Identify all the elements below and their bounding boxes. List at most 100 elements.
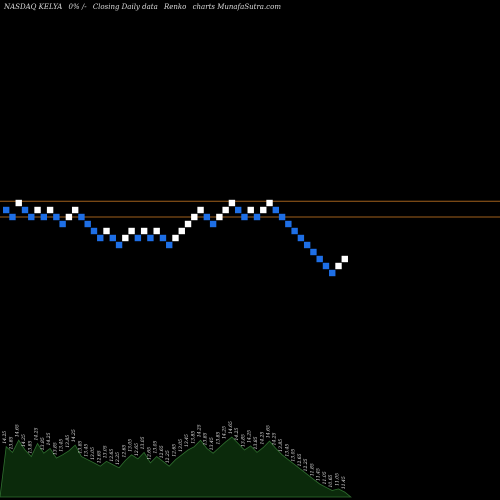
renko-brick <box>166 241 173 249</box>
volume-value-label: 13.05 <box>178 439 184 452</box>
renko-brick <box>153 227 160 235</box>
volume-value-label: 14.25 <box>46 432 52 445</box>
renko-brick <box>203 213 211 221</box>
volume-value-label: 12.65 <box>134 443 140 456</box>
volume-value-label: 13.45 <box>209 437 215 450</box>
renko-brick <box>3 206 10 214</box>
volume-value-label: 14.65 <box>228 421 234 434</box>
chart-credit: charts MunafaSutra.com <box>192 3 281 11</box>
renko-brick <box>9 213 16 221</box>
renko-brick <box>247 206 254 214</box>
renko-brick <box>191 213 198 221</box>
volume-value-label: 11.05 <box>322 471 328 484</box>
renko-brick <box>209 220 217 228</box>
renko-brick <box>65 213 73 221</box>
volume-value-label: 11.45 <box>341 476 347 489</box>
renko-brick <box>216 213 223 221</box>
chart-title: NASDAQ KELYA 0% /- Closing Daily data Re… <box>4 3 285 11</box>
volume-value-label: 12.65 <box>109 449 115 462</box>
volume-value-label: 14.25 <box>222 426 228 439</box>
renko-brick <box>147 234 154 242</box>
volume-value-label: 13.05 <box>291 449 297 462</box>
renko-brick <box>59 220 66 228</box>
renko-brick <box>341 255 348 263</box>
renko-brick <box>329 269 336 277</box>
renko-brick <box>197 206 204 214</box>
volume-value-label: 13.85 <box>27 441 33 454</box>
renko-brick <box>310 248 317 256</box>
renko-brick <box>78 213 85 221</box>
volume-value-label: 13.85 <box>253 436 259 449</box>
volume-value-label: 14.25 <box>33 427 39 440</box>
volume-value-label: 14.25 <box>197 424 203 437</box>
volume-value-label: 13.45 <box>84 444 90 457</box>
volume-value-label: 11.45 <box>316 468 322 481</box>
renko-brick <box>278 213 286 221</box>
renko-brick <box>184 220 192 228</box>
renko-brick <box>84 220 91 228</box>
volume-value-label: 13.85 <box>52 442 58 455</box>
volume-value-label: 12.25 <box>303 458 309 471</box>
volume-value-label: 13.45 <box>184 434 190 447</box>
volume-value-label: 13.05 <box>128 439 134 452</box>
renko-brick <box>134 234 142 242</box>
volume-value-label: 14.25 <box>234 427 240 440</box>
renko-brick <box>159 234 167 242</box>
volume-value-label: 11.85 <box>309 463 315 476</box>
ticker-symbol: NASDAQ KELYA <box>4 3 63 11</box>
renko-brick <box>266 199 273 207</box>
renko-brick <box>28 213 35 221</box>
renko-brick <box>128 227 135 235</box>
volume-value-label: 14.65 <box>265 425 271 438</box>
volume-value-label: 13.85 <box>203 432 209 445</box>
renko-brick <box>90 227 98 235</box>
renko-brick <box>253 213 261 221</box>
chart-style: Renko <box>164 3 187 11</box>
volume-value-label: 13.45 <box>59 439 65 452</box>
renko-brick <box>297 234 305 242</box>
renko-brick <box>178 227 185 235</box>
renko-brick <box>172 234 179 242</box>
volume-value-label: 12.65 <box>172 444 178 457</box>
renko-brick <box>140 227 148 235</box>
renko-brick <box>46 206 54 214</box>
change-percent: 0% /- <box>68 3 87 11</box>
volume-value-label: 14.65 <box>15 424 21 437</box>
volume-value-label: 12.65 <box>96 450 102 463</box>
renko-brick <box>103 227 110 235</box>
volume-value-label: 14.25 <box>21 434 27 447</box>
volume-value-label: 14.25 <box>2 431 8 444</box>
volume-value-label: 13.85 <box>240 434 246 447</box>
volume-value-label: 13.85 <box>215 432 221 445</box>
renko-brick <box>21 206 29 214</box>
volume-value-label: 12.25 <box>115 452 121 465</box>
renko-brick <box>322 262 330 270</box>
volume-value-label: 11.05 <box>334 473 340 486</box>
renko-brick <box>303 241 311 249</box>
renko-brick <box>291 227 298 235</box>
renko-brick <box>260 206 267 214</box>
volume-value-label: 13.05 <box>153 441 159 454</box>
volume-value-label: 13.85 <box>9 436 15 449</box>
renko-brick <box>122 234 129 242</box>
volume-value-label: 14.25 <box>272 432 278 445</box>
volume-value-label: 14.25 <box>247 430 253 443</box>
renko-brick <box>228 199 236 207</box>
volume-value-label: 13.05 <box>90 447 96 460</box>
chart-kind: Closing Daily data <box>92 3 158 11</box>
renko-brick <box>40 213 48 221</box>
renko-brick <box>71 206 79 214</box>
volume-value-label: 12.65 <box>121 444 127 457</box>
renko-bricks <box>3 199 348 277</box>
renko-brick <box>222 206 229 214</box>
renko-brick <box>109 234 116 242</box>
renko-brick <box>285 220 292 228</box>
volume-value-label: 13.85 <box>190 431 196 444</box>
renko-brick <box>316 255 323 263</box>
volume-value-label: 13.05 <box>140 436 146 449</box>
renko-brick <box>53 213 60 221</box>
renko-brick <box>15 199 22 207</box>
volume-value-label: 14.25 <box>259 432 265 445</box>
volume-value-label: 12.65 <box>297 453 303 466</box>
volume-area <box>0 436 352 498</box>
